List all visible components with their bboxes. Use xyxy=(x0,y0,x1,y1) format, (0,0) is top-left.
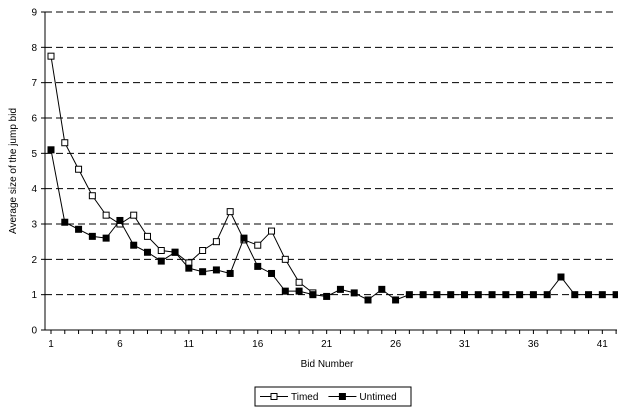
data-point-untimed xyxy=(254,262,262,270)
data-point-untimed xyxy=(143,248,151,256)
data-point-untimed xyxy=(61,218,69,226)
data-point-timed xyxy=(102,211,110,219)
data-point-untimed xyxy=(336,285,344,293)
data-point-timed xyxy=(130,211,138,219)
data-point-untimed xyxy=(419,291,427,299)
data-point-timed xyxy=(88,192,96,200)
data-point-untimed xyxy=(364,296,372,304)
y-tick-label: 5 xyxy=(31,149,37,160)
data-point-untimed xyxy=(240,234,248,242)
x-tick-label: 41 xyxy=(597,339,609,350)
data-point-untimed xyxy=(447,291,455,299)
y-axis-title: Average size of the jump bid xyxy=(8,108,19,234)
legend-marker-untimed xyxy=(338,393,346,400)
x-tick-label: 6 xyxy=(117,339,123,350)
x-tick-label: 31 xyxy=(459,339,471,350)
data-point-untimed xyxy=(516,291,524,299)
series-line-untimed xyxy=(50,149,617,301)
data-point-untimed xyxy=(75,225,83,233)
y-tick-label: 4 xyxy=(31,184,37,195)
data-point-timed xyxy=(226,208,234,216)
y-tick-label: 3 xyxy=(31,220,37,231)
data-point-timed xyxy=(281,255,289,263)
data-point-untimed xyxy=(529,291,537,299)
data-point-untimed xyxy=(226,269,234,277)
data-point-untimed xyxy=(102,234,110,242)
x-axis-title: Bid Number xyxy=(301,359,354,370)
data-point-untimed xyxy=(543,291,551,299)
data-point-untimed xyxy=(171,248,179,256)
x-tick-label: 16 xyxy=(252,339,264,350)
data-point-untimed xyxy=(281,287,289,295)
x-tick-label: 1 xyxy=(48,339,54,350)
y-tick-label: 0 xyxy=(31,326,37,337)
data-point-untimed xyxy=(268,269,276,277)
legend-label-timed: Timed xyxy=(291,392,318,403)
data-point-untimed xyxy=(488,291,496,299)
y-tick-label: 9 xyxy=(31,8,37,19)
y-tick-label: 7 xyxy=(31,78,37,89)
data-point-untimed xyxy=(460,291,468,299)
data-point-untimed xyxy=(88,232,96,240)
y-tick-label: 8 xyxy=(31,43,37,54)
data-point-untimed xyxy=(612,291,618,299)
data-point-untimed xyxy=(598,291,606,299)
data-point-untimed xyxy=(130,241,138,249)
y-tick-label: 6 xyxy=(31,114,37,125)
data-point-untimed xyxy=(585,291,593,299)
data-point-untimed xyxy=(212,266,220,274)
data-point-untimed xyxy=(502,291,510,299)
data-point-timed xyxy=(295,278,303,286)
x-tick-label: 21 xyxy=(321,339,333,350)
data-point-timed xyxy=(143,232,151,240)
data-point-timed xyxy=(61,139,69,147)
legend-label-untimed: Untimed xyxy=(359,392,396,403)
data-point-untimed xyxy=(378,285,386,293)
data-point-untimed xyxy=(323,292,331,300)
data-point-timed xyxy=(199,247,207,254)
data-point-untimed xyxy=(116,216,124,224)
data-point-timed xyxy=(212,238,220,246)
data-point-untimed xyxy=(571,291,579,299)
x-tick-label: 36 xyxy=(528,339,540,350)
y-tick-label: 2 xyxy=(31,255,37,266)
data-point-untimed xyxy=(392,296,400,304)
data-point-untimed xyxy=(47,146,55,154)
data-point-untimed xyxy=(199,268,207,276)
x-tick-label: 26 xyxy=(390,339,402,350)
data-point-timed xyxy=(157,247,165,254)
data-point-untimed xyxy=(350,289,358,297)
data-point-timed xyxy=(254,241,262,249)
data-point-untimed xyxy=(157,257,165,265)
data-point-untimed xyxy=(433,291,441,299)
legend-marker-timed xyxy=(270,393,278,400)
data-point-untimed xyxy=(405,291,413,299)
series-line-timed xyxy=(50,56,314,294)
data-point-untimed xyxy=(309,291,317,299)
data-point-untimed xyxy=(295,287,303,295)
data-point-timed xyxy=(47,52,55,60)
data-point-untimed xyxy=(185,264,193,272)
x-tick-label: 11 xyxy=(184,339,195,350)
data-point-timed xyxy=(268,227,276,235)
y-tick-label: 1 xyxy=(31,290,37,301)
data-point-untimed xyxy=(557,273,565,281)
data-point-timed xyxy=(75,165,83,173)
data-point-untimed xyxy=(474,291,482,299)
